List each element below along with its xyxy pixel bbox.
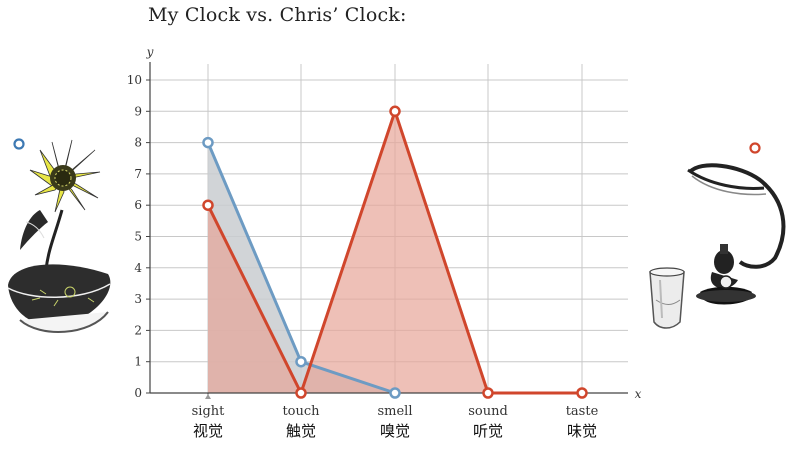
series-1-point [295,387,307,399]
y-tick-label: 6 [134,198,142,212]
y-tick-label: 1 [134,355,142,369]
red-series-marker [749,142,761,154]
y-tick-label: 8 [134,136,142,150]
x-tick-label-cn: 嗅觉 [380,422,410,440]
point-layer [202,105,588,399]
y-axis-label: y [146,45,154,59]
label-layer: 0 1 2 3 4 5 6 7 8 9 10 y x sight 视觉 touch 触觉 smell 嗅觉 sound… [127,45,642,440]
x-tick-label: smell [377,404,412,419]
x-tick-label-cn: 触觉 [286,422,316,440]
x-tick-label: sight [192,404,226,419]
drink-and-hookah-icon [649,142,786,329]
fill-layer [208,111,582,394]
x-tick-label: taste [566,404,599,419]
series-1-point [482,387,494,399]
series-1-point [389,105,401,118]
y-tick-label: 10 [127,73,142,87]
chart-title: My Clock vs. Chris’ Clock: [148,4,407,26]
sight-marker [205,394,211,399]
x-tick-label-cn: 味觉 [567,422,597,440]
series-0-point [202,136,214,149]
y-tick-label: 3 [134,292,142,306]
y-tick-label: 7 [134,167,142,181]
y-tick-label: 9 [134,104,142,118]
x-axis-label: x [635,387,642,401]
x-tick-label: sound [468,404,508,419]
y-tick-label: 0 [134,386,142,400]
y-tick-label: 5 [134,230,142,244]
sunflower-icon [7,138,111,333]
x-tick-label-cn: 视觉 [193,422,223,440]
y-tick-label: 4 [134,261,142,275]
x-tick-label-cn: 听觉 [473,422,503,440]
x-tick-label: touch [282,404,320,419]
series-1-point [576,387,588,399]
series-1-point [202,199,214,211]
series-1-area [208,111,582,394]
series-0-point [389,387,401,399]
blue-series-marker [13,138,25,150]
y-tick-label: 2 [134,323,142,337]
series-0-point [295,355,307,368]
